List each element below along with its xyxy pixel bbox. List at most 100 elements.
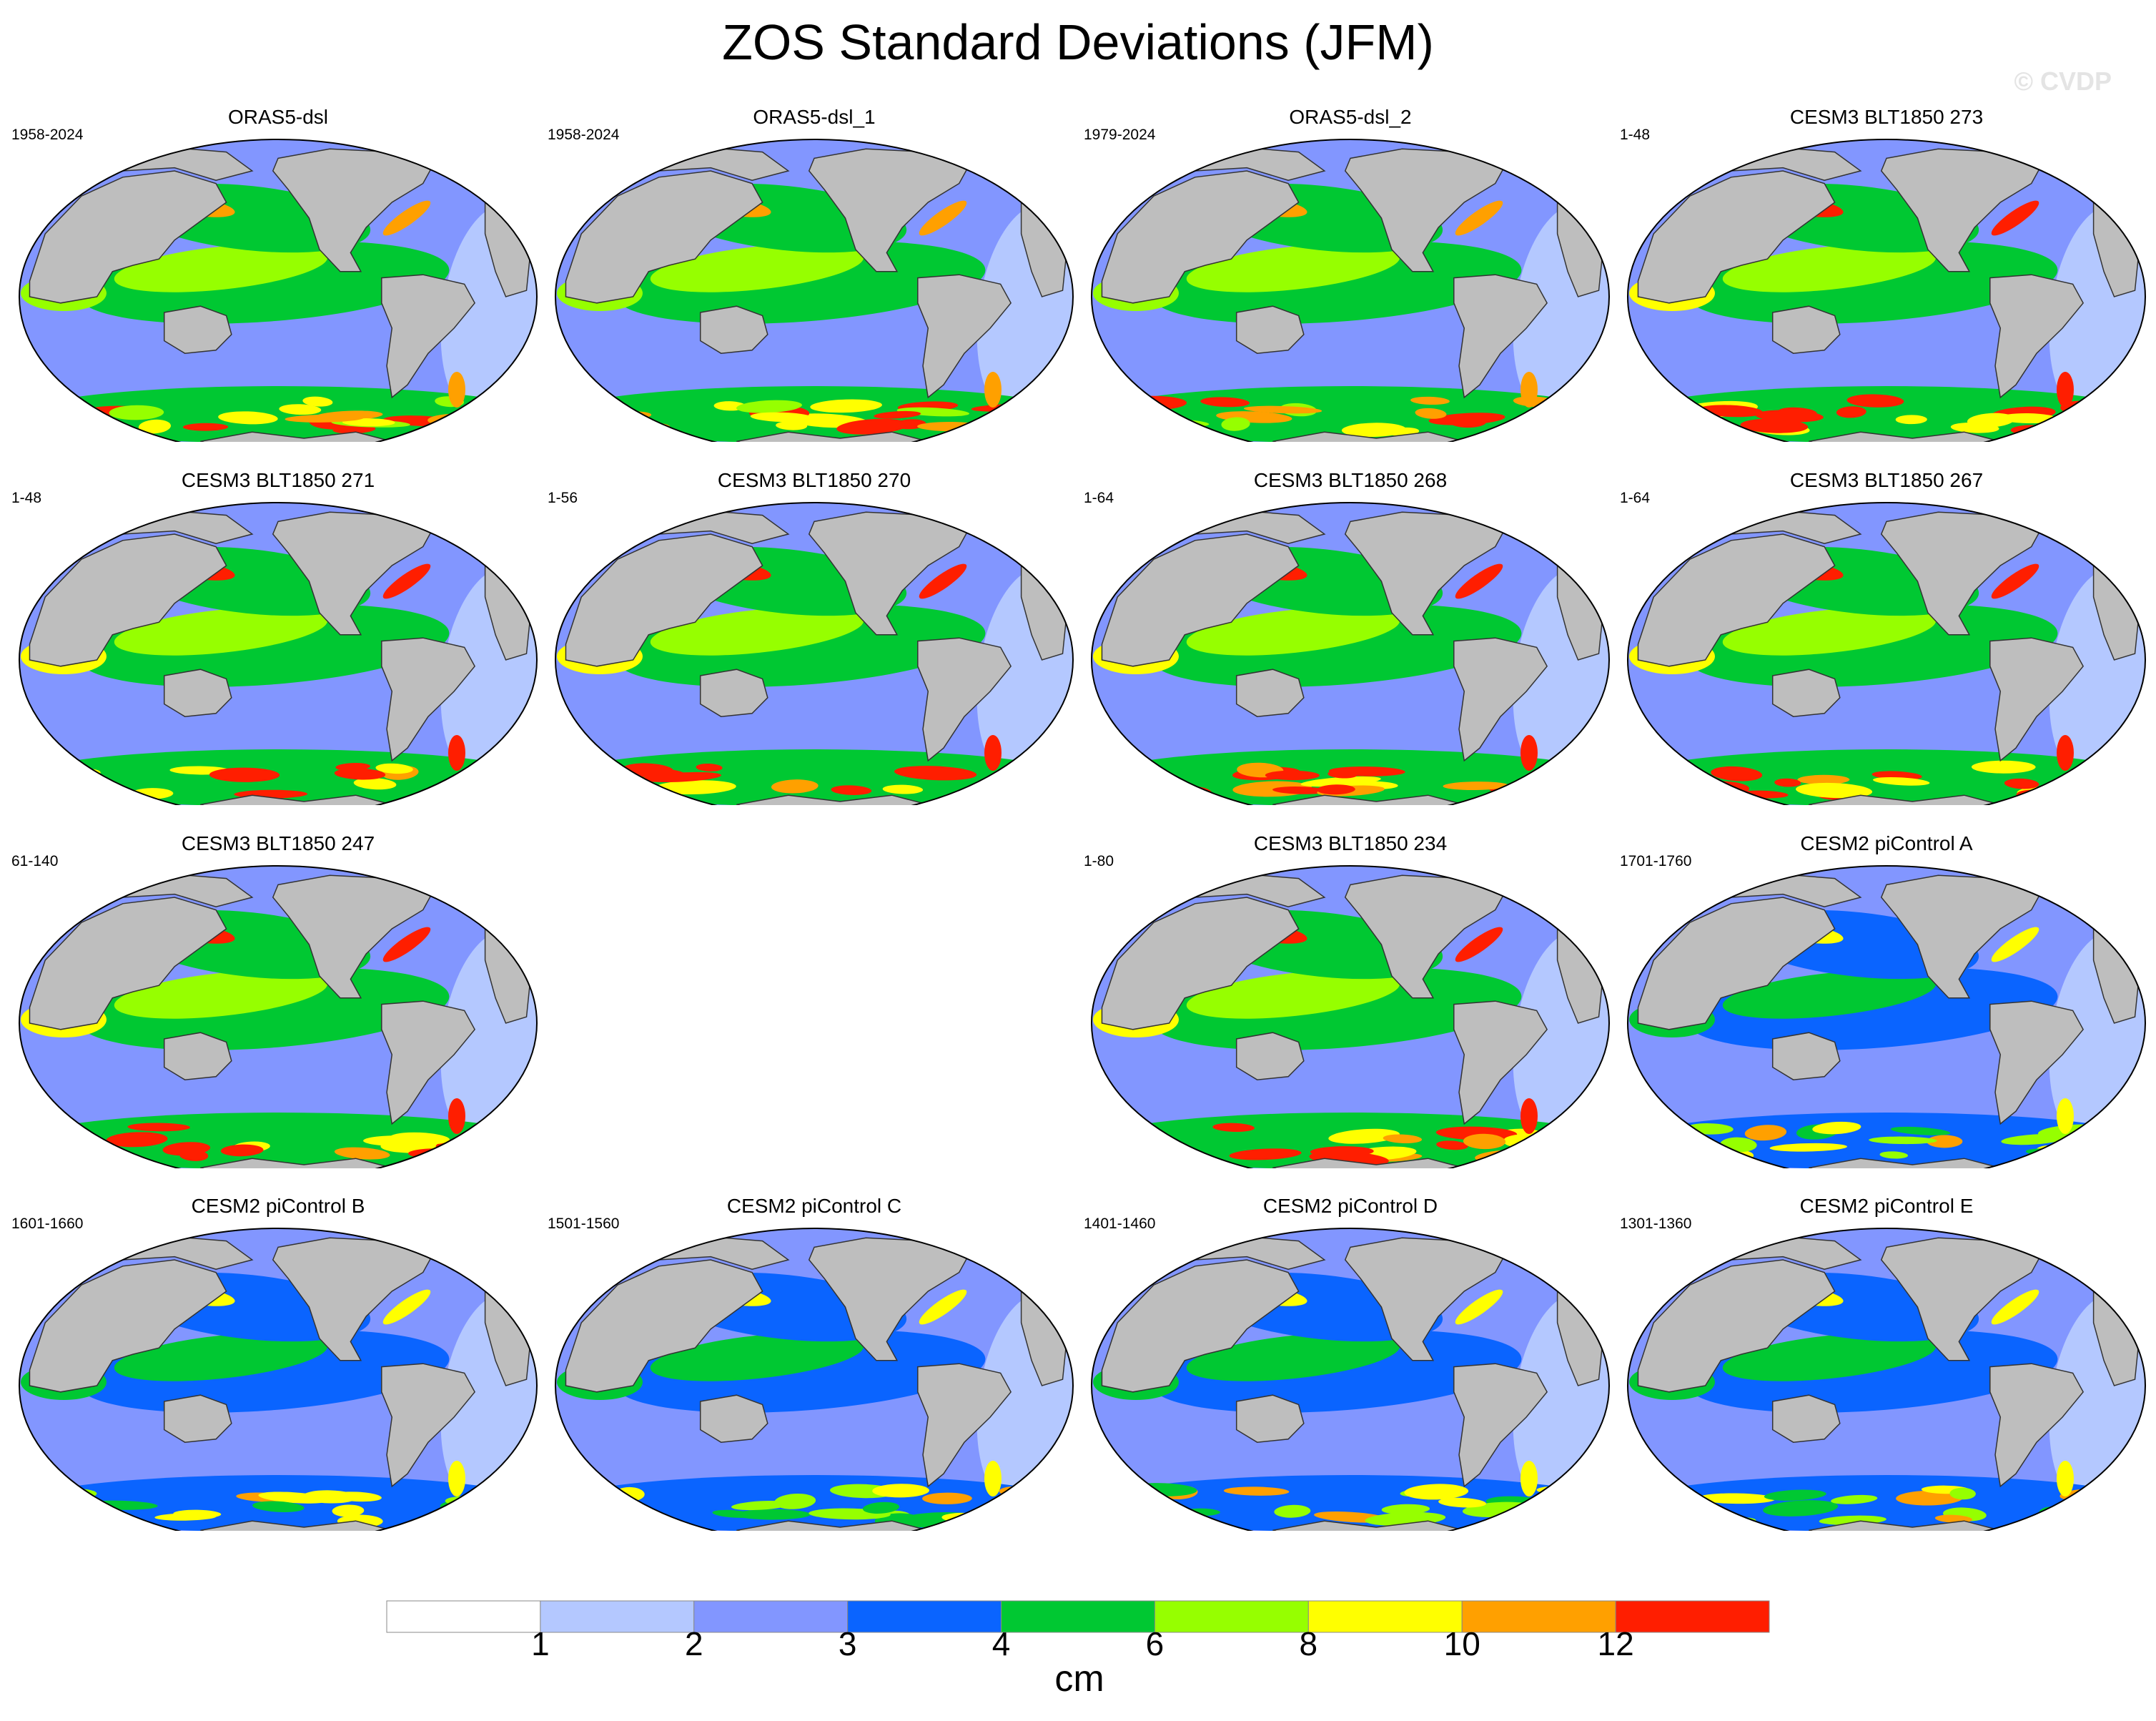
- map-panel: CESM3 BLT1850 234 1-80: [1082, 832, 1618, 1168]
- ocean-field: [19, 1228, 537, 1531]
- robinson-map: [19, 865, 538, 1168]
- africa-eurasia-land: [1637, 533, 1836, 667]
- south-america-land: [917, 1363, 1012, 1488]
- map-border: [555, 139, 1074, 442]
- robinson-map: [19, 1228, 538, 1531]
- australia-land: [699, 305, 768, 354]
- australia-land: [699, 1394, 768, 1443]
- colorbar-tick-label: 10: [1444, 1625, 1480, 1657]
- ocean-field: [1092, 866, 1609, 1168]
- ocean-field: [555, 139, 1073, 442]
- panel-title: CESM3 BLT1850 267: [1789, 469, 1984, 491]
- africa-eurasia-land: [1637, 897, 1836, 1030]
- antarctica-land: [200, 431, 392, 442]
- south-america-land: [1989, 637, 2085, 762]
- africa-eurasia-land: [29, 1259, 227, 1393]
- colorbar-tick-label: 8: [1300, 1625, 1318, 1657]
- antarctica-land: [1809, 1158, 2001, 1168]
- robinson-map: [555, 502, 1074, 805]
- map-border: [1091, 139, 1610, 442]
- panel-period: 1501-1560: [548, 1215, 620, 1232]
- panel-title: CESM2 piControl A: [1800, 832, 1973, 854]
- australia-land: [699, 669, 768, 717]
- map-panel: CESM2 piControl B 1601-1660: [10, 1195, 546, 1531]
- colorbar-swatch: [693, 1600, 849, 1633]
- ocean-field: [1628, 503, 2145, 805]
- robinson-map: [19, 139, 538, 442]
- south-america-land: [381, 274, 476, 399]
- panel-period: 1-56: [548, 490, 578, 506]
- south-america-land: [381, 1363, 476, 1488]
- australia-land: [1235, 305, 1305, 354]
- map-border: [1627, 1228, 2146, 1531]
- antarctica-land: [1272, 1520, 1465, 1531]
- south-america-land: [1453, 1000, 1548, 1125]
- panel-title: CESM3 BLT1850 247: [181, 832, 375, 854]
- panel-title: CESM3 BLT1850 271: [181, 469, 375, 491]
- panel-title: CESM3 BLT1850 234: [1253, 832, 1448, 854]
- antarctica-land: [200, 794, 392, 805]
- colorbar-swatch: [1461, 1600, 1616, 1633]
- colorbar-tick-label: 1: [531, 1625, 550, 1657]
- robinson-map: [1091, 1228, 1610, 1531]
- colorbar-swatch: [1154, 1600, 1309, 1633]
- panel-title: CESM2 piControl D: [1262, 1195, 1438, 1217]
- ocean-field: [1092, 1228, 1609, 1531]
- colorbar-swatch: [540, 1600, 695, 1633]
- ocean-field: [1628, 139, 2145, 442]
- africa-eurasia-land: [1637, 170, 1836, 304]
- panel-period: 1-48: [1620, 127, 1651, 143]
- south-america-land: [381, 637, 476, 762]
- robinson-map: [1091, 865, 1610, 1168]
- antarctica-land: [200, 1158, 392, 1168]
- map-panel: ORAS5-dsl_1 1958-2024: [546, 106, 1082, 442]
- south-america-land: [1989, 1363, 2085, 1488]
- africa-eurasia-land: [29, 897, 227, 1030]
- antarctica-land: [736, 794, 929, 805]
- map-border: [1091, 502, 1610, 805]
- map-panel: CESM3 BLT1850 247 61-140: [10, 832, 546, 1168]
- map-panel: CESM3 BLT1850 268 1-64: [1082, 469, 1618, 805]
- page-title: ZOS Standard Deviations (JFM): [722, 14, 1434, 70]
- map-border: [19, 865, 538, 1168]
- australia-land: [1771, 669, 1841, 717]
- panel-period: 1-48: [11, 490, 42, 506]
- map-border: [555, 1228, 1074, 1531]
- panel-title: CESM2 piControl C: [726, 1195, 902, 1217]
- panel-title: CESM2 piControl E: [1799, 1195, 1974, 1217]
- robinson-map: [555, 1228, 1074, 1531]
- robinson-map: [1627, 1228, 2146, 1531]
- robinson-map: [1627, 502, 2146, 805]
- panel-period: 1-64: [1620, 490, 1651, 506]
- map-panel: ORAS5-dsl_2 1979-2024: [1082, 106, 1618, 442]
- africa-eurasia-land: [1101, 170, 1300, 304]
- ocean-field: [19, 503, 537, 805]
- colorbar-tick-label: 6: [1146, 1625, 1164, 1657]
- panel-period: 1-64: [1084, 490, 1114, 506]
- antarctica-land: [1809, 1520, 2001, 1531]
- africa-eurasia-land: [1637, 1259, 1836, 1393]
- map-panel: CESM3 BLT1850 273 1-48: [1618, 106, 2155, 442]
- panel-period: 1-80: [1084, 853, 1114, 869]
- antarctica-land: [736, 1520, 929, 1531]
- australia-land: [1235, 1032, 1305, 1080]
- colorbar-swatch: [386, 1600, 541, 1633]
- africa-eurasia-land: [1101, 533, 1300, 667]
- south-america-land: [917, 274, 1012, 399]
- map-panel: CESM2 piControl E 1301-1360: [1618, 1195, 2155, 1531]
- africa-eurasia-land: [1101, 1259, 1300, 1393]
- map-border: [19, 502, 538, 805]
- map-border: [1627, 139, 2146, 442]
- australia-land: [1771, 305, 1841, 354]
- panel-title: ORAS5-dsl: [227, 106, 329, 128]
- ocean-field: [555, 503, 1073, 805]
- africa-eurasia-land: [29, 170, 227, 304]
- colorbar-swatch: [847, 1600, 1002, 1633]
- south-america-land: [1453, 1363, 1548, 1488]
- australia-land: [1235, 669, 1305, 717]
- panel-period: 1701-1760: [1620, 853, 1692, 869]
- map-border: [1627, 502, 2146, 805]
- map-border: [1627, 865, 2146, 1168]
- panel-period: 1958-2024: [11, 127, 84, 143]
- map-panel: CESM3 BLT1850 270 1-56: [546, 469, 1082, 805]
